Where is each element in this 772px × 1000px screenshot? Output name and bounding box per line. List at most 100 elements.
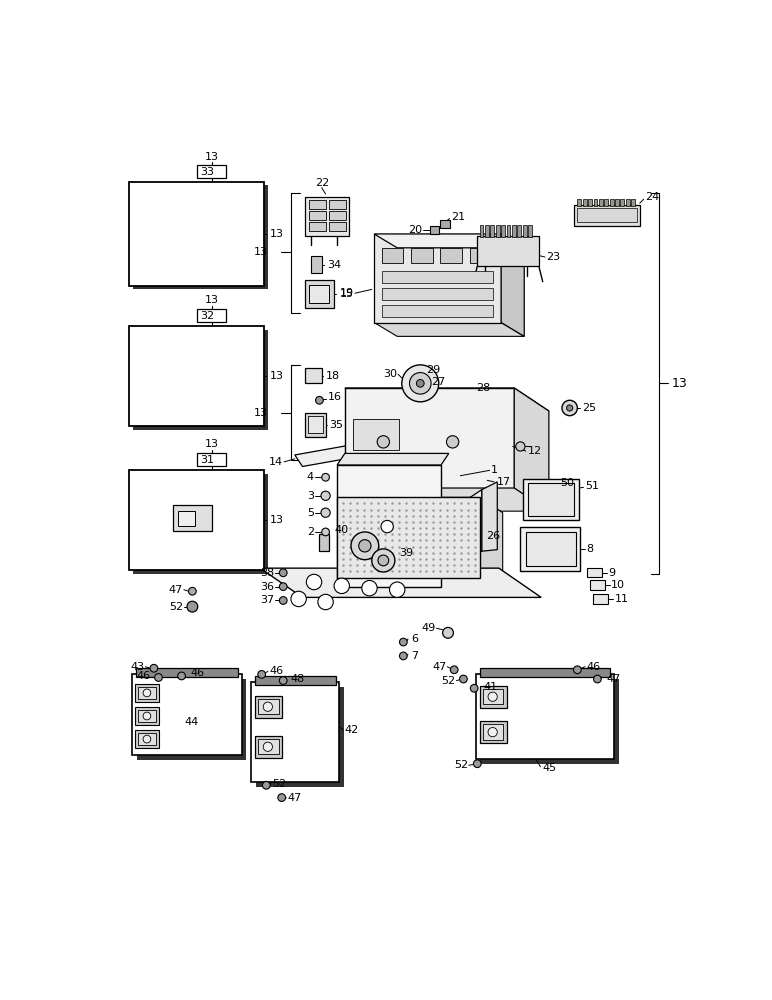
- Bar: [520, 527, 581, 571]
- Polygon shape: [194, 215, 211, 238]
- Bar: [526, 532, 576, 566]
- Circle shape: [143, 735, 151, 743]
- Bar: [501, 225, 505, 237]
- Circle shape: [362, 580, 378, 596]
- Bar: [615, 199, 619, 206]
- Text: 15: 15: [340, 289, 354, 299]
- Text: 17: 17: [497, 477, 511, 487]
- Bar: [482, 689, 503, 704]
- Circle shape: [321, 491, 330, 500]
- Circle shape: [150, 664, 157, 672]
- Circle shape: [516, 442, 525, 451]
- Circle shape: [143, 689, 151, 697]
- Bar: [593, 594, 608, 604]
- Text: 46: 46: [587, 662, 601, 672]
- Circle shape: [399, 638, 407, 646]
- Bar: [129, 182, 264, 286]
- Circle shape: [473, 760, 481, 768]
- Polygon shape: [482, 482, 497, 551]
- Bar: [382, 271, 493, 283]
- Bar: [305, 197, 350, 235]
- Text: 25: 25: [582, 403, 596, 413]
- Bar: [305, 280, 334, 308]
- Bar: [583, 199, 587, 206]
- Bar: [506, 225, 510, 237]
- Text: 21: 21: [451, 212, 466, 222]
- Bar: [129, 326, 264, 426]
- Text: 37: 37: [260, 595, 274, 605]
- Text: 40: 40: [334, 525, 349, 535]
- Circle shape: [258, 671, 266, 678]
- Text: 39: 39: [398, 548, 413, 558]
- Bar: [178, 511, 195, 526]
- Text: 31: 31: [200, 455, 214, 465]
- Bar: [337, 497, 479, 578]
- Text: 13: 13: [254, 408, 268, 418]
- Circle shape: [399, 652, 407, 660]
- Circle shape: [318, 594, 334, 610]
- Bar: [329, 200, 346, 209]
- Circle shape: [178, 672, 185, 680]
- Text: 46: 46: [269, 666, 283, 676]
- Bar: [258, 739, 279, 754]
- Bar: [429, 226, 438, 234]
- Text: 13: 13: [205, 439, 218, 449]
- Polygon shape: [374, 234, 524, 248]
- Bar: [490, 225, 494, 237]
- Circle shape: [263, 702, 273, 711]
- Polygon shape: [194, 356, 209, 376]
- Bar: [255, 736, 282, 758]
- Text: 23: 23: [547, 252, 560, 262]
- Bar: [382, 288, 493, 300]
- Circle shape: [378, 555, 389, 566]
- Bar: [480, 679, 619, 764]
- Bar: [610, 199, 614, 206]
- Circle shape: [262, 781, 270, 789]
- Bar: [477, 235, 539, 266]
- Circle shape: [187, 601, 198, 612]
- Bar: [309, 200, 326, 209]
- Text: 3: 3: [307, 491, 314, 501]
- Bar: [528, 225, 532, 237]
- Circle shape: [306, 574, 322, 590]
- Text: 11: 11: [615, 594, 628, 604]
- Text: 47: 47: [288, 793, 302, 803]
- Circle shape: [322, 473, 330, 481]
- Text: 41: 41: [483, 682, 498, 692]
- Circle shape: [322, 528, 330, 536]
- Circle shape: [594, 675, 601, 683]
- Bar: [440, 248, 462, 263]
- Text: 52: 52: [273, 779, 286, 789]
- Circle shape: [442, 627, 453, 638]
- Circle shape: [390, 582, 405, 597]
- Bar: [137, 710, 156, 722]
- Bar: [136, 668, 238, 677]
- Bar: [479, 668, 611, 677]
- Text: 42: 42: [345, 725, 359, 735]
- Text: 48: 48: [291, 674, 305, 684]
- Bar: [577, 199, 581, 206]
- Text: 44: 44: [185, 717, 199, 727]
- Circle shape: [567, 405, 573, 411]
- Bar: [512, 225, 516, 237]
- Text: 20: 20: [408, 225, 422, 235]
- Bar: [485, 225, 489, 237]
- Circle shape: [316, 396, 323, 404]
- Circle shape: [278, 794, 286, 801]
- Text: 30: 30: [383, 369, 397, 379]
- Bar: [137, 733, 156, 745]
- Text: 18: 18: [326, 371, 340, 381]
- Text: 13: 13: [672, 377, 687, 390]
- Polygon shape: [295, 424, 476, 466]
- Text: 13: 13: [269, 371, 283, 381]
- Text: 43: 43: [130, 662, 144, 672]
- Bar: [256, 687, 344, 787]
- Bar: [308, 416, 323, 433]
- Bar: [577, 208, 637, 222]
- Bar: [132, 674, 242, 755]
- Circle shape: [574, 666, 581, 674]
- Circle shape: [401, 365, 438, 402]
- Bar: [251, 682, 340, 782]
- Polygon shape: [260, 568, 541, 597]
- Bar: [133, 474, 268, 574]
